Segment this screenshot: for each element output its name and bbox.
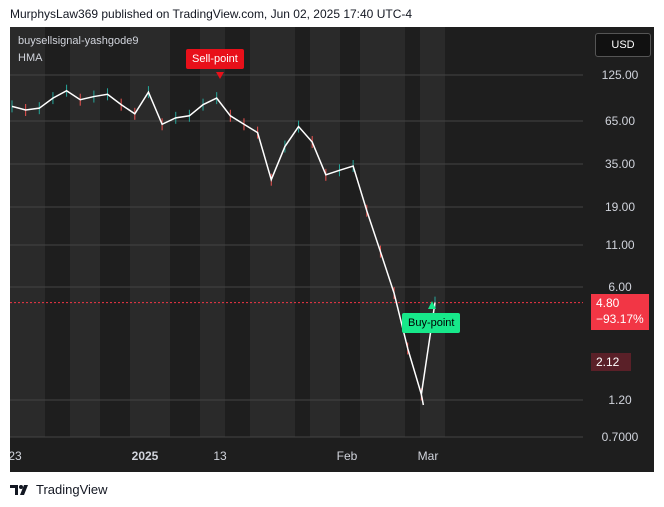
- price-axis-label: 0.7000: [602, 430, 639, 444]
- brand-name: TradingView: [36, 482, 108, 497]
- buy-point-callout: Buy-point: [402, 313, 461, 333]
- session-band: [70, 27, 100, 437]
- hma-legend[interactable]: HMA: [18, 52, 43, 64]
- price-axis-label: 125.00: [602, 68, 639, 82]
- price-axis-label: 6.00: [608, 280, 632, 294]
- price-line: [11, 89, 436, 395]
- session-band: [360, 27, 405, 437]
- price-axis-label: 19.00: [605, 200, 635, 214]
- chart-panel[interactable]: 125.00 65.00 35.00 19.00 11.00 6.00 1.20 0.7000…: [10, 27, 654, 472]
- tradingview-logo-icon: [10, 484, 28, 495]
- session-band: [310, 27, 340, 437]
- buy-arrow-icon: [428, 301, 436, 309]
- sell-point-callout: Sell-point: [186, 49, 244, 69]
- tradingview-brand: TradingView: [10, 482, 108, 497]
- time-axis-label: 13: [213, 449, 227, 463]
- time-axis-label: Mar: [418, 449, 439, 463]
- second-price-tag: 2.12: [591, 353, 631, 371]
- time-axis-label: 2025: [132, 449, 159, 463]
- time-axis-label: 23: [10, 449, 22, 463]
- session-band: [10, 27, 45, 437]
- sell-arrow-icon: [216, 72, 224, 79]
- price-axis-label: 1.20: [608, 393, 632, 407]
- price-axis-label: 11.00: [605, 238, 634, 252]
- indicator-legend[interactable]: buysellsignal-yashgode9: [18, 35, 139, 47]
- price-chart[interactable]: 125.00 65.00 35.00 19.00 11.00 6.00 1.20 0.7000…: [10, 27, 654, 472]
- session-band: [250, 27, 295, 437]
- current-price-tag: 4.80 −93.17%: [591, 294, 649, 330]
- session-band: [130, 27, 170, 437]
- session-band: [420, 27, 445, 437]
- crash-line: [420, 394, 425, 406]
- current-price: 4.80: [596, 296, 620, 310]
- currency-button[interactable]: USD: [595, 33, 651, 57]
- price-axis-label: 35.00: [605, 157, 635, 171]
- price-change: −93.17%: [596, 312, 644, 326]
- time-axis-label: Feb: [337, 449, 358, 463]
- price-axis-label: 65.00: [605, 114, 635, 128]
- session-band: [200, 27, 225, 437]
- publish-line: MurphysLaw369 published on TradingView.c…: [10, 7, 413, 21]
